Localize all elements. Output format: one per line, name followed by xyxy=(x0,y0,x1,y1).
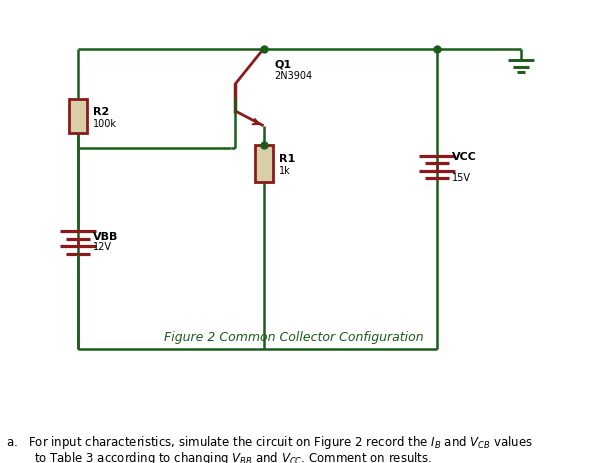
Text: Q1: Q1 xyxy=(274,60,291,69)
Text: VBB: VBB xyxy=(93,231,119,241)
Text: R1: R1 xyxy=(279,153,295,163)
Text: 2N3904: 2N3904 xyxy=(274,71,312,81)
Bar xyxy=(255,145,273,183)
Text: Figure 2 Common Collector Configuration: Figure 2 Common Collector Configuration xyxy=(164,330,423,343)
Text: a.   For input characteristics, simulate the circuit on Figure 2 record the $I_B: a. For input characteristics, simulate t… xyxy=(6,433,533,450)
Text: 12V: 12V xyxy=(93,242,112,251)
Text: R2: R2 xyxy=(93,106,109,117)
Bar xyxy=(69,100,87,134)
Text: 15V: 15V xyxy=(452,172,471,182)
Text: VCC: VCC xyxy=(452,151,477,162)
Text: 100k: 100k xyxy=(93,119,117,129)
Text: to Table 3 according to changing $V_{BB}$ and $V_{CC}$. Comment on results.: to Table 3 according to changing $V_{BB}… xyxy=(34,449,432,463)
Text: 1k: 1k xyxy=(279,166,290,176)
